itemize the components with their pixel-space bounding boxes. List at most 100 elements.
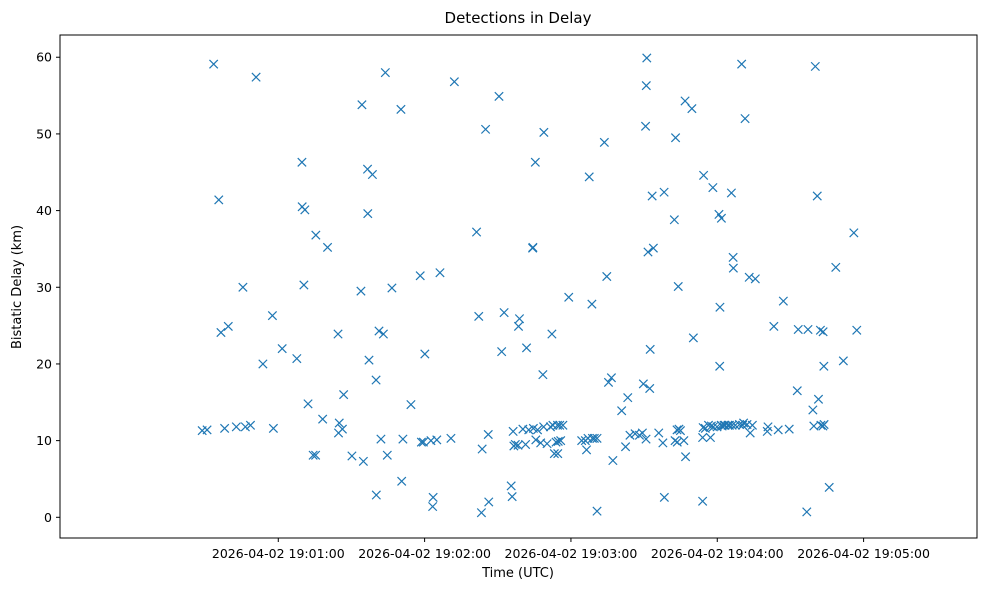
data-point-marker <box>508 426 518 437</box>
data-point-marker <box>371 490 381 500</box>
data-point-marker <box>555 420 565 430</box>
data-point-marker <box>838 356 848 366</box>
data-point-marker <box>816 420 826 430</box>
data-point-marker <box>810 61 820 72</box>
data-point-marker <box>494 91 504 101</box>
data-point-marker <box>367 169 378 180</box>
data-point-marker <box>603 377 614 387</box>
data-point-marker <box>530 157 540 167</box>
data-point-marker <box>300 205 310 215</box>
data-point-marker <box>824 482 834 493</box>
data-point-marker <box>643 247 653 257</box>
data-point-marker <box>378 329 389 339</box>
data-point-marker <box>716 213 727 223</box>
data-point-marker <box>659 492 669 502</box>
data-point-marker <box>398 434 408 444</box>
y-tick-label: 10 <box>36 433 52 448</box>
data-point-marker <box>322 242 333 253</box>
data-point-marker <box>645 383 655 394</box>
data-point-marker <box>521 343 532 353</box>
data-point-marker <box>547 329 557 339</box>
data-point-marker <box>705 432 716 443</box>
data-point-marker <box>258 359 268 369</box>
data-point-marker <box>416 437 427 447</box>
data-point-marker <box>763 422 773 432</box>
data-point-marker <box>435 268 445 278</box>
data-point-marker <box>357 100 367 110</box>
data-point-marker <box>602 271 612 282</box>
data-point-marker <box>267 311 278 321</box>
data-point-marker <box>553 449 563 459</box>
data-point-marker <box>808 405 818 415</box>
data-point-marker <box>726 188 737 198</box>
data-point-marker <box>209 59 219 69</box>
data-point-marker <box>818 327 828 337</box>
data-point-marker <box>728 252 738 262</box>
data-point-marker <box>584 172 594 182</box>
data-point-marker <box>268 423 279 433</box>
data-point-marker <box>620 442 631 452</box>
data-point-marker <box>251 72 261 82</box>
data-point-marker <box>397 476 407 486</box>
data-point-marker <box>679 435 689 446</box>
y-tick-label: 30 <box>36 280 52 295</box>
data-point-marker <box>727 420 737 430</box>
data-point-marker <box>815 325 826 335</box>
data-point-marker <box>514 314 525 324</box>
data-point-marker <box>231 422 241 432</box>
data-point-marker <box>339 389 349 400</box>
data-point-marker <box>698 170 709 180</box>
data-point-marker <box>558 420 568 430</box>
data-point-marker <box>642 53 652 63</box>
data-point-marker <box>819 361 829 371</box>
data-point-marker <box>528 242 538 253</box>
data-point-marker <box>432 435 442 445</box>
data-point-marker <box>420 349 430 359</box>
data-point-marker <box>545 422 556 432</box>
data-point-marker <box>793 324 803 335</box>
data-point-marker <box>831 262 841 272</box>
data-point-marker <box>382 450 392 460</box>
data-point-marker <box>647 191 657 201</box>
data-point-marker <box>477 444 487 454</box>
data-point-marker <box>587 299 597 309</box>
data-point-marker <box>297 157 307 167</box>
data-point-marker <box>446 433 456 443</box>
data-point-marker <box>645 344 655 354</box>
data-point-marker <box>720 420 730 430</box>
data-point-marker <box>784 424 794 434</box>
data-point-marker <box>334 418 344 428</box>
data-point-marker <box>792 386 802 396</box>
data-point-marker <box>587 433 598 443</box>
data-point-marker <box>538 422 549 432</box>
data-point-marker <box>364 355 374 365</box>
data-point-marker <box>617 406 627 416</box>
data-point-marker <box>812 191 822 201</box>
data-point-marker <box>358 456 369 466</box>
data-point-marker <box>773 425 783 435</box>
x-axis-label: Time (UTC) <box>481 566 554 581</box>
data-point-marker <box>277 343 287 354</box>
data-point-marker <box>659 187 669 197</box>
data-point-marker <box>687 103 697 114</box>
data-point-marker <box>513 321 524 331</box>
data-point-marker <box>507 491 517 502</box>
data-point-marker <box>476 508 487 518</box>
data-point-marker <box>715 361 725 371</box>
data-point-marker <box>606 373 617 383</box>
data-point-marker <box>564 292 574 302</box>
data-point-marker <box>670 133 681 143</box>
y-tick-label: 60 <box>36 50 52 65</box>
data-point-marker <box>347 451 357 461</box>
y-tick-label: 40 <box>36 203 52 218</box>
data-point-marker <box>474 311 484 322</box>
data-point-marker <box>737 59 747 69</box>
data-point-marker <box>698 432 708 443</box>
data-point-marker <box>637 428 648 438</box>
data-point-marker <box>396 104 406 115</box>
data-point-marker <box>673 281 683 292</box>
data-point-marker <box>371 375 381 385</box>
data-point-marker <box>310 450 321 460</box>
data-point-marker <box>849 228 859 238</box>
x-tick-label: 2026-04-02 19:04:00 <box>651 546 784 561</box>
